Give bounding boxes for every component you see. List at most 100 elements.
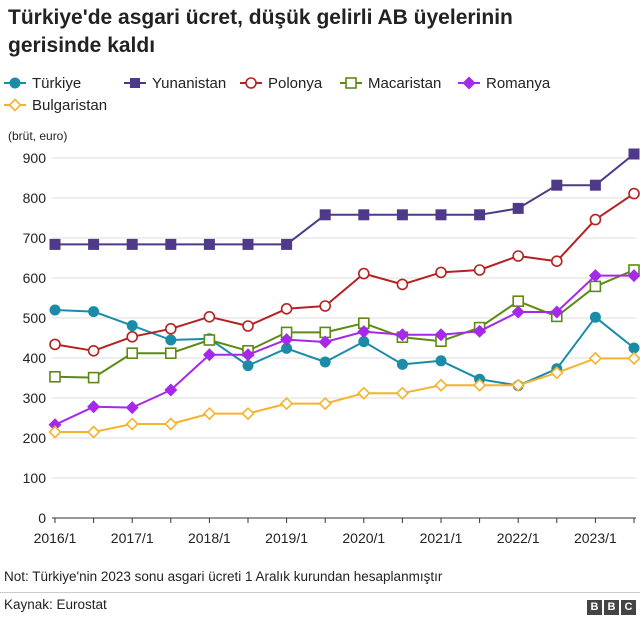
data-point-macaristan — [589, 280, 602, 293]
legend-marker-polonya — [240, 77, 262, 89]
bbc-logo-letter-b2: B — [604, 600, 619, 615]
legend-label-romanya: Romanya — [486, 74, 551, 92]
data-point-macaristan — [87, 371, 100, 384]
y-tick-label: 900 — [23, 150, 47, 166]
data-point-romanya — [588, 269, 602, 283]
data-point-bulgaristan — [434, 378, 448, 392]
data-point-turkiye — [126, 320, 138, 332]
legend-item-yunanistan: Yunanistan — [124, 72, 226, 94]
data-point-romanya — [627, 269, 640, 283]
x-tick-label: 2022/1 — [497, 530, 540, 546]
data-point-bulgaristan — [279, 396, 294, 411]
legend-marker-turkiye — [4, 77, 26, 89]
data-point-yunanistan — [589, 179, 601, 191]
data-point-romanya — [511, 305, 525, 319]
y-tick-label: 700 — [23, 230, 47, 246]
bbc-logo-letter-c: C — [621, 600, 636, 615]
data-point-bulgaristan — [588, 351, 603, 366]
data-point-romanya — [164, 383, 178, 397]
data-point-yunanistan — [435, 209, 447, 221]
legend-item-romanya: Romanya — [458, 72, 550, 94]
x-tick-label: 2018/1 — [188, 530, 231, 546]
x-tick-label: 2016/1 — [34, 530, 77, 546]
legend-marker-macaristan — [340, 77, 362, 89]
legend-label-yunanistan: Yunanistan — [152, 74, 227, 92]
data-point-macaristan — [126, 347, 138, 359]
data-point-turkiye — [165, 334, 177, 346]
data-point-bulgaristan — [48, 425, 62, 439]
data-point-romanya — [241, 348, 255, 362]
data-point-yunanistan — [242, 238, 254, 250]
data-point-polonya — [242, 320, 254, 332]
data-point-polonya — [589, 213, 602, 226]
data-point-macaristan — [49, 371, 61, 383]
legend-marker-bulgaristan — [4, 98, 26, 112]
data-point-polonya — [357, 267, 370, 280]
series-line-turkiye — [54, 309, 635, 387]
y-tick-label: 600 — [23, 270, 47, 286]
data-point-polonya — [165, 323, 177, 335]
x-tick-label: 2017/1 — [111, 530, 154, 546]
source-note: Kaynak: Eurostat — [4, 597, 107, 612]
data-point-turkiye — [628, 342, 640, 354]
data-point-turkiye — [589, 311, 601, 323]
data-point-bulgaristan — [202, 406, 217, 421]
y-axis-unit-label: (brüt, euro) — [8, 129, 68, 143]
data-point-polonya — [628, 187, 640, 200]
data-point-bulgaristan — [511, 378, 525, 392]
data-point-yunanistan — [165, 238, 177, 250]
data-point-romanya — [87, 400, 101, 414]
data-point-yunanistan — [474, 209, 486, 221]
x-tick-label: 2020/1 — [342, 530, 385, 546]
data-point-bulgaristan — [241, 406, 255, 421]
data-point-turkiye — [435, 355, 447, 367]
legend: Türkiye Yunanistan Polonya Macaristan Ro… — [0, 70, 640, 120]
x-tick-label: 2019/1 — [265, 530, 308, 546]
data-point-bulgaristan — [472, 378, 487, 392]
data-point-bulgaristan — [550, 366, 564, 380]
data-point-romanya — [395, 328, 409, 342]
data-point-turkiye — [396, 358, 408, 370]
data-point-romanya — [473, 324, 487, 338]
data-point-yunanistan — [628, 148, 640, 160]
line-chart: 01002003004005006007008009001.0002016/12… — [23, 148, 640, 546]
y-tick-label: 0 — [38, 510, 46, 526]
data-point-bulgaristan — [164, 417, 178, 431]
data-point-yunanistan — [551, 179, 563, 191]
y-tick-label: 100 — [23, 470, 47, 486]
y-tick-label: 500 — [23, 310, 47, 326]
data-point-polonya — [87, 345, 100, 357]
series-line-macaristan — [54, 269, 635, 379]
data-point-yunanistan — [126, 238, 138, 250]
data-point-bulgaristan — [627, 351, 640, 366]
legend-label-macaristan: Macaristan — [368, 74, 442, 92]
data-point-turkiye — [358, 336, 370, 348]
data-point-macaristan — [512, 295, 525, 307]
legend-label-turkiye: Türkiye — [32, 74, 82, 92]
footer-divider — [0, 592, 640, 593]
data-point-turkiye — [49, 304, 61, 316]
x-tick-label: 2023/1 — [574, 530, 617, 546]
legend-marker-yunanistan — [124, 78, 146, 88]
legend-item-turkiye: Türkiye — [4, 72, 81, 94]
series-line-romanya — [54, 274, 634, 426]
data-point-turkiye — [281, 342, 293, 354]
data-point-polonya — [550, 255, 563, 267]
data-point-macaristan — [203, 334, 216, 346]
data-point-bulgaristan — [86, 425, 101, 439]
data-point-yunanistan — [358, 209, 370, 221]
legend-item-bulgaristan: Bulgaristan — [4, 94, 107, 116]
legend-label-polonya: Polonya — [268, 74, 323, 92]
data-point-yunanistan — [203, 238, 215, 250]
series-line-yunanistan — [55, 153, 635, 246]
data-point-polonya — [319, 300, 332, 312]
data-point-yunanistan — [49, 238, 61, 250]
data-point-macaristan — [165, 347, 177, 359]
data-point-romanya — [357, 325, 371, 339]
bbc-logo: B B C — [587, 600, 636, 615]
data-point-polonya — [473, 264, 486, 276]
y-tick-label: 200 — [23, 430, 47, 446]
data-point-polonya — [49, 338, 61, 351]
data-point-bulgaristan — [125, 417, 139, 431]
x-tick-label: 2021/1 — [420, 530, 463, 546]
